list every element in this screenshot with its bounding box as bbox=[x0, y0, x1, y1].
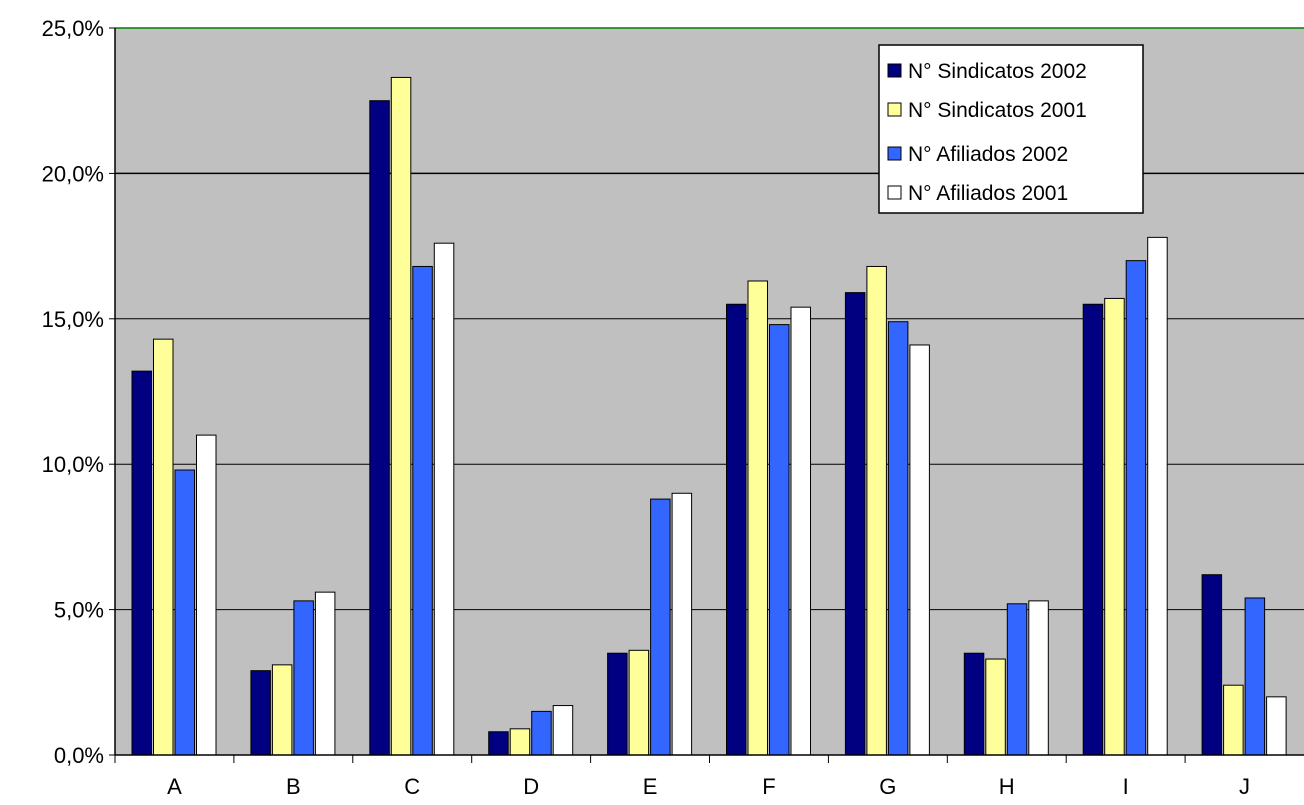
bar-g-series-1 bbox=[844, 292, 866, 756]
bar-e-series-3 bbox=[650, 498, 671, 756]
bar-d-series-1 bbox=[488, 731, 509, 756]
bar-b-series-3 bbox=[293, 600, 314, 756]
bar-marks bbox=[131, 76, 1287, 756]
bar-f-series-3 bbox=[769, 324, 790, 756]
x-tick-label: B bbox=[286, 774, 301, 799]
x-tick-label: G bbox=[879, 774, 896, 799]
x-tick-label: E bbox=[643, 774, 658, 799]
bar-a-series-2 bbox=[153, 338, 174, 756]
x-tick-label: I bbox=[1123, 774, 1129, 799]
bar-f-series-1 bbox=[726, 303, 747, 756]
bar-j-series-3 bbox=[1244, 597, 1266, 756]
bar-i-series-4 bbox=[1147, 236, 1168, 756]
y-tick-label: 5,0% bbox=[54, 598, 104, 623]
bar-h-series-3 bbox=[1006, 603, 1028, 756]
bar-d-series-2 bbox=[509, 728, 531, 756]
legend-swatch-afiliados-2002 bbox=[887, 146, 902, 161]
bar-d-series-4 bbox=[552, 705, 574, 756]
bar-a-series-4 bbox=[196, 434, 217, 756]
bar-c-series-2 bbox=[390, 76, 412, 756]
legend-swatch-sindicatos-2002 bbox=[887, 63, 902, 78]
bar-b-series-4 bbox=[314, 591, 336, 756]
bar-j-series-2 bbox=[1223, 684, 1244, 756]
legend-box bbox=[878, 44, 1144, 214]
legend: N° Sindicatos 2002 N° Sindicatos 2001 N°… bbox=[878, 44, 1144, 214]
legend-label-afiliados-2001: N° Afiliados 2001 bbox=[908, 182, 1068, 205]
legend-swatch-sindicatos-2001 bbox=[887, 102, 902, 117]
y-tick-label: 25,0% bbox=[42, 16, 104, 41]
y-tick-label: 15,0% bbox=[42, 307, 104, 332]
bar-h-series-1 bbox=[963, 652, 985, 756]
legend-label-sindicatos-2001: N° Sindicatos 2001 bbox=[908, 99, 1087, 122]
bar-d-series-3 bbox=[531, 710, 552, 756]
legend-swatch-afiliados-2001 bbox=[887, 185, 902, 200]
bar-e-series-4 bbox=[671, 492, 693, 756]
bar-f-series-2 bbox=[747, 280, 768, 756]
bar-h-series-4 bbox=[1028, 600, 1049, 756]
bar-g-series-3 bbox=[887, 321, 909, 756]
x-axis-tick-labels: A B C D E F G H I J bbox=[167, 774, 1250, 799]
x-tick-label: J bbox=[1239, 774, 1250, 799]
x-tick-label: F bbox=[762, 774, 775, 799]
bar-i-series-2 bbox=[1104, 297, 1125, 756]
legend-label-afiliados-2002: N° Afiliados 2002 bbox=[908, 143, 1068, 166]
bar-a-series-1 bbox=[131, 370, 152, 756]
bar-f-series-4 bbox=[790, 306, 811, 756]
axes bbox=[109, 27, 1304, 763]
x-tick-label: A bbox=[167, 774, 182, 799]
bar-c-series-4 bbox=[433, 242, 455, 756]
bar-h-series-2 bbox=[985, 658, 1006, 756]
x-tick-label: H bbox=[999, 774, 1015, 799]
bar-b-series-2 bbox=[271, 664, 293, 756]
y-tick-label: 10,0% bbox=[42, 452, 104, 477]
bar-j-series-4 bbox=[1266, 696, 1287, 756]
bar-g-series-4 bbox=[909, 344, 930, 756]
bar-i-series-3 bbox=[1125, 260, 1147, 756]
bar-g-series-2 bbox=[866, 265, 887, 756]
x-tick-label: D bbox=[523, 774, 539, 799]
bar-a-series-3 bbox=[174, 469, 195, 756]
bar-c-series-3 bbox=[412, 265, 433, 756]
bar-e-series-1 bbox=[607, 652, 628, 756]
y-axis-tick-labels: 0,0% 5,0% 10,0% 15,0% 20,0% 25,0% bbox=[42, 16, 104, 768]
bar-i-series-1 bbox=[1082, 303, 1104, 756]
bar-c-series-1 bbox=[369, 100, 390, 756]
bar-b-series-1 bbox=[250, 670, 271, 756]
legend-label-sindicatos-2002: N° Sindicatos 2002 bbox=[908, 60, 1087, 83]
y-tick-label: 0,0% bbox=[54, 743, 104, 768]
y-tick-label: 20,0% bbox=[42, 161, 104, 186]
x-tick-label: C bbox=[404, 774, 420, 799]
bar-e-series-2 bbox=[628, 649, 650, 756]
bar-j-series-1 bbox=[1201, 574, 1223, 756]
